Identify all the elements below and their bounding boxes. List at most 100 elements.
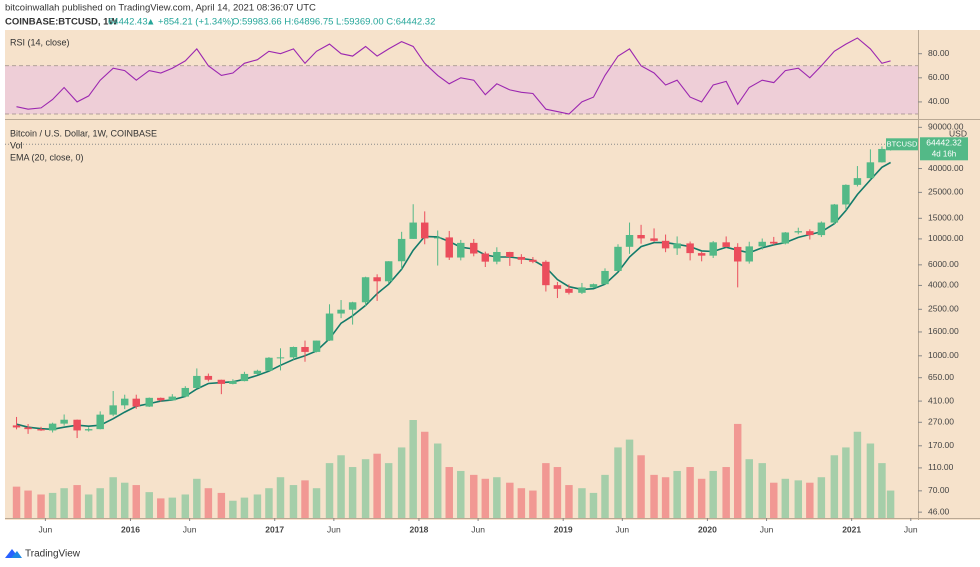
volume-bar — [73, 485, 81, 518]
volume-legend: Vol — [10, 140, 23, 150]
y-tick-label: 6000.00 — [928, 259, 959, 269]
countdown-label: 4d 16h — [932, 149, 956, 158]
volume-bar — [325, 463, 334, 518]
volume-bar — [301, 480, 309, 518]
candle-body — [853, 178, 862, 185]
candle-body — [276, 357, 285, 359]
volume-bar — [240, 497, 249, 518]
candle-body — [722, 242, 730, 247]
volume-bar — [709, 470, 717, 518]
volume-bar — [553, 467, 562, 518]
candle-body — [589, 284, 598, 288]
x-tick-label: Jun — [760, 524, 774, 534]
y-tick-label: 110.00 — [928, 462, 954, 472]
x-tick-label: Jun — [39, 524, 53, 534]
candle-body — [193, 375, 201, 388]
volume-bar — [409, 420, 417, 518]
last-price: 64442.43 — [108, 17, 148, 28]
candle-body — [96, 414, 104, 430]
unit-label: USD — [949, 128, 967, 138]
ema-legend: EMA (20, close, 0) — [10, 152, 84, 162]
candle-body — [673, 243, 681, 249]
volume-bar — [168, 497, 177, 518]
volume-bar — [145, 492, 153, 518]
ohlc: O:59983.66 H:64896.75 L:59369.00 C:64442… — [232, 17, 435, 28]
y-tick-label: 15000.00 — [928, 213, 964, 223]
volume-bar — [781, 478, 790, 518]
candle-body — [325, 313, 334, 341]
x-tick-label: Jun — [183, 524, 197, 534]
x-tick-label: Jun — [904, 524, 918, 534]
candle-body — [73, 419, 81, 431]
x-tick-label: Jun — [327, 524, 341, 534]
volume-bar — [60, 488, 68, 518]
symbol-tag — [886, 138, 918, 151]
volume-bar — [373, 453, 381, 518]
x-tick-label: 2018 — [409, 524, 428, 534]
candle-body — [637, 235, 645, 239]
x-tick-label: 2019 — [554, 524, 573, 534]
rsi-line — [16, 37, 891, 115]
volume-bar — [384, 463, 393, 518]
candle-body — [24, 427, 32, 430]
candle-body — [60, 419, 68, 424]
y-tick-label: 40.00 — [928, 96, 950, 106]
candle-body — [650, 238, 658, 241]
volume-bar — [601, 474, 609, 518]
y-tick-label: 40000.00 — [928, 163, 964, 173]
candle-body — [697, 253, 706, 256]
volume-bar — [157, 498, 165, 518]
volume-bar — [578, 488, 586, 518]
candle-body — [253, 370, 262, 374]
volume-bar — [878, 463, 886, 518]
x-tick-label: Jun — [471, 524, 485, 534]
candle-body — [217, 379, 226, 384]
volume-bar — [806, 482, 814, 518]
candle-body — [470, 242, 478, 254]
volume-bar — [470, 474, 478, 518]
candle-body — [348, 302, 357, 310]
volume-bar — [204, 488, 213, 518]
volume-bar — [229, 500, 237, 518]
volume-bar — [745, 459, 753, 518]
candle-body — [361, 277, 370, 303]
volume-bar — [181, 494, 190, 518]
volume-bar — [37, 494, 45, 518]
volume-bar — [770, 482, 778, 518]
candle-body — [878, 148, 886, 163]
candle-body — [794, 231, 803, 233]
candle-body — [781, 232, 790, 244]
candle-body — [806, 231, 814, 236]
volume-bar — [758, 463, 766, 518]
y-tick-label: 4000.00 — [928, 280, 959, 290]
volume-bar — [361, 459, 370, 518]
candle-body — [265, 357, 273, 371]
candle-body — [181, 387, 190, 397]
candle-body — [625, 235, 634, 247]
candle-body — [48, 423, 57, 431]
logo — [5, 549, 22, 558]
candle-body — [542, 261, 550, 286]
volume-bar — [673, 470, 681, 518]
y-tick-label: 1000.00 — [928, 350, 959, 360]
volume-bar — [217, 492, 226, 518]
volume-bar — [886, 490, 895, 518]
candle-body — [565, 288, 573, 293]
volume-bar — [650, 474, 658, 518]
candle-body — [661, 240, 670, 249]
rsi-pane — [5, 37, 918, 115]
price-pane — [5, 143, 918, 518]
volume-bar — [661, 477, 670, 518]
volume-bar — [853, 431, 862, 518]
volume-bar — [84, 494, 93, 518]
candle-body — [457, 242, 465, 258]
volume-bar — [842, 447, 850, 518]
y-tick-label: 410.00 — [928, 395, 954, 405]
price-tag-label: 64442.32 — [926, 138, 962, 148]
volume-bar — [529, 490, 537, 518]
volume-bar — [48, 492, 57, 518]
candle-body — [397, 238, 406, 262]
candle-body — [481, 253, 490, 262]
change: ▲ +854.21 (+1.34%) — [146, 17, 234, 28]
